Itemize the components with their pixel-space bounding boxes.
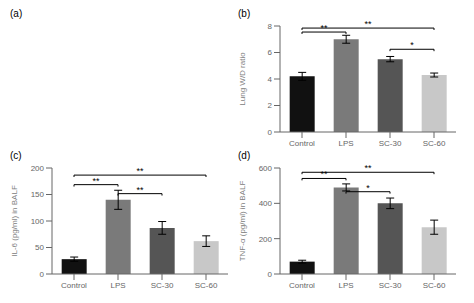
svg-text:4: 4 (268, 75, 273, 84)
svg-text:**: ** (364, 19, 372, 29)
svg-text:Control: Control (61, 281, 87, 290)
svg-text:200: 200 (31, 164, 45, 173)
svg-text:2: 2 (268, 101, 273, 110)
svg-text:*: * (410, 40, 414, 50)
svg-text:8: 8 (268, 22, 273, 31)
svg-text:Control: Control (289, 139, 315, 148)
svg-text:LPS: LPS (338, 281, 353, 290)
svg-text:**: ** (136, 166, 144, 176)
svg-text:TNF-α (pg/ml) in BALF: TNF-α (pg/ml) in BALF (238, 181, 247, 262)
svg-text:SC-60: SC-60 (195, 281, 218, 290)
svg-text:LPS: LPS (338, 139, 353, 148)
svg-text:**: ** (364, 163, 372, 173)
svg-text:400: 400 (259, 199, 273, 208)
svg-text:SC-30: SC-30 (379, 139, 402, 148)
svg-text:200: 200 (259, 235, 273, 244)
svg-text:50: 50 (35, 243, 44, 252)
svg-text:Control: Control (289, 281, 315, 290)
svg-text:**: ** (92, 176, 100, 186)
svg-text:*: * (366, 183, 370, 193)
svg-text:0: 0 (268, 128, 273, 137)
html-text:(c): (c) (10, 150, 22, 161)
html-text:(b): (b) (238, 8, 251, 19)
svg-text:Lung W/D ratio: Lung W/D ratio (238, 52, 247, 106)
html-text:(d): (d) (238, 150, 251, 161)
svg-text:SC-30: SC-30 (151, 281, 174, 290)
svg-text:600: 600 (259, 164, 273, 173)
svg-text:0: 0 (268, 270, 273, 279)
svg-text:**: ** (136, 185, 144, 195)
svg-text:**: ** (320, 169, 328, 179)
svg-text:6: 6 (268, 48, 273, 57)
svg-text:0: 0 (40, 270, 45, 279)
svg-text:**: ** (320, 23, 328, 33)
svg-text:SC-60: SC-60 (423, 139, 446, 148)
svg-text:IL-6 (pg/ml) in BALF: IL-6 (pg/ml) in BALF (10, 185, 19, 257)
svg-text:SC-30: SC-30 (379, 281, 402, 290)
svg-text:100: 100 (31, 217, 45, 226)
html-text:(a): (a) (10, 8, 23, 19)
svg-text:LPS: LPS (110, 281, 125, 290)
svg-text:SC-60: SC-60 (423, 281, 446, 290)
svg-text:150: 150 (31, 190, 45, 199)
